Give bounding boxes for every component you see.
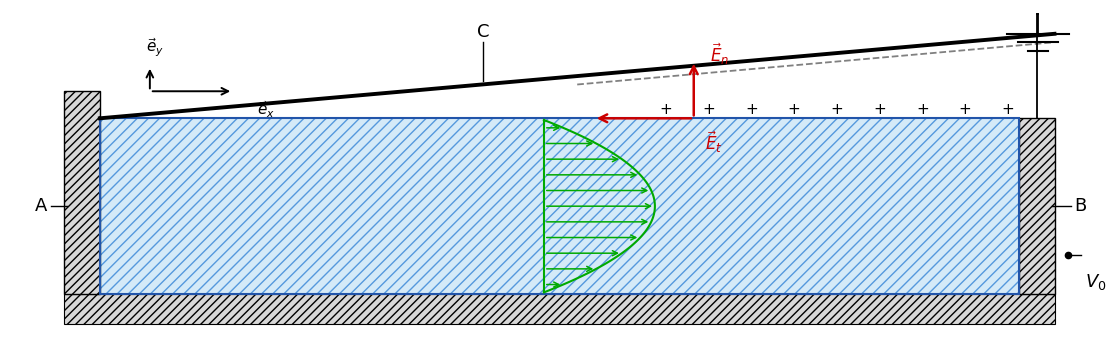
Text: +: +: [1001, 102, 1015, 117]
Text: +: +: [959, 102, 971, 117]
Text: $\vec{e}_x$: $\vec{e}_x$: [258, 99, 275, 120]
Text: +: +: [703, 102, 715, 117]
Text: +: +: [874, 102, 886, 117]
Text: $\vec{E}_t$: $\vec{E}_t$: [705, 129, 723, 155]
Text: +: +: [830, 102, 844, 117]
Text: A: A: [36, 197, 48, 215]
Text: +: +: [659, 102, 673, 117]
Text: C: C: [476, 23, 490, 41]
Text: +: +: [788, 102, 800, 117]
Bar: [100, 118, 1019, 294]
Bar: [64, 91, 100, 294]
Text: +: +: [745, 102, 758, 117]
Text: +: +: [916, 102, 929, 117]
Bar: [100, 118, 1019, 294]
Bar: [100, 118, 1019, 294]
Bar: [64, 294, 1054, 324]
Text: $V_0$: $V_0$: [1084, 272, 1107, 292]
Text: B: B: [1074, 197, 1087, 215]
Text: $\vec{e}_y$: $\vec{e}_y$: [147, 36, 164, 58]
Text: $\vec{E}_n$: $\vec{E}_n$: [710, 41, 729, 67]
Bar: [1019, 118, 1054, 294]
